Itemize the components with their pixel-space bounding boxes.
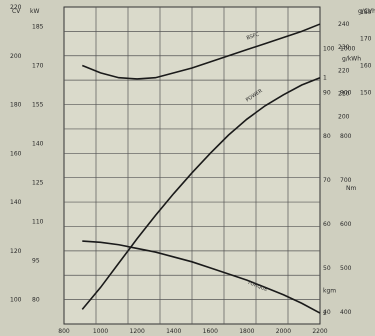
right-tick-label-bsfc-kwh: 210	[338, 91, 350, 98]
right-tick-label-nm: 600	[340, 221, 352, 228]
right-tick-label-nm: 1000	[340, 45, 355, 52]
left-tick-label-cv: 140	[10, 199, 22, 206]
x-tick-label: 2200	[312, 328, 327, 335]
left-tick-label-cv: 200	[10, 53, 22, 60]
left-unit-kw: kW	[30, 8, 39, 15]
right-tick-label-bsfc-metric: 180	[360, 9, 372, 16]
series-end-marker: 2	[323, 310, 327, 317]
series-end-marker: 1	[323, 75, 327, 82]
axis-units: CV kW g/CVh kgm Nm g/kWh	[12, 8, 375, 294]
x-tick-label: 2000	[276, 328, 291, 335]
x-tick-label: 1800	[239, 328, 254, 335]
x-tick-label: 800	[58, 328, 70, 335]
right-tick-label-kgm: 90	[323, 89, 331, 96]
right-tick-label-kgm: 80	[323, 133, 331, 140]
right-tick-label-nm: 900	[340, 89, 352, 96]
right-tick-label-bsfc-kwh: 220	[338, 67, 350, 74]
left-tick-label-cv: 100	[10, 297, 22, 304]
right-tick-label-nm: 500	[340, 265, 352, 272]
left-tick-label-kw: 125	[32, 180, 44, 187]
series-line-bsfc	[81, 23, 321, 80]
left-tick-label-cv: 220	[10, 4, 22, 11]
right-unit-bsfc-metric: g/CVh	[358, 8, 375, 15]
right-tick-label-bsfc-kwh: 240	[338, 21, 350, 28]
right-unit-bsfc-kwh: g/kWh	[342, 56, 361, 63]
left-tick-label-kw: 110	[32, 219, 44, 226]
x-tick-label: 1200	[130, 328, 145, 335]
left-tick-label-cv: 160	[10, 150, 22, 157]
right-tick-label-kgm: 70	[323, 177, 331, 184]
right-tick-label-nm: 400	[340, 309, 352, 316]
right-tick-label-kgm: 60	[323, 221, 331, 228]
right-unit-nm: Nm	[346, 185, 356, 192]
x-tick-label: 1000	[93, 328, 108, 335]
x-tick-label: 1400	[166, 328, 181, 335]
grid	[64, 7, 320, 324]
right-unit-kgm: kgm	[323, 287, 336, 294]
right-tick-label-nm: 700	[340, 177, 352, 184]
right-tick-label-bsfc-metric: 170	[360, 36, 372, 43]
right-tick-label-kgm: 50	[323, 265, 331, 272]
x-tick-label: 1600	[203, 328, 218, 335]
right-tick-label-bsfc-metric: 160	[360, 63, 372, 70]
left-unit-cv: CV	[12, 8, 21, 15]
tick-labels: 800 1000 1200 1400 1600 1800 2000 2200100120140…	[10, 4, 372, 335]
right-tick-label-nm: 800	[340, 133, 352, 140]
right-tick-label-kgm: 100	[323, 45, 335, 52]
left-tick-label-cv: 180	[10, 102, 22, 109]
left-tick-label-kw: 185	[32, 24, 44, 31]
right-tick-label-kgm: 40	[323, 309, 331, 316]
left-tick-label-kw: 80	[32, 297, 40, 304]
right-tick-label-bsfc-kwh: 200	[338, 114, 350, 121]
series-line-power	[81, 76, 321, 310]
right-tick-label-bsfc-metric: 150	[360, 89, 372, 96]
left-tick-label-kw: 170	[32, 63, 44, 70]
right-tick-label-bsfc-kwh: 230	[338, 44, 350, 51]
left-tick-label-kw: 95	[32, 258, 40, 265]
left-tick-label-kw: 140	[32, 141, 44, 148]
left-tick-label-kw: 155	[32, 102, 44, 109]
left-tick-label-cv: 120	[10, 248, 22, 255]
series-line-torque	[82, 240, 321, 314]
series-name-label: BSFC	[246, 32, 261, 42]
